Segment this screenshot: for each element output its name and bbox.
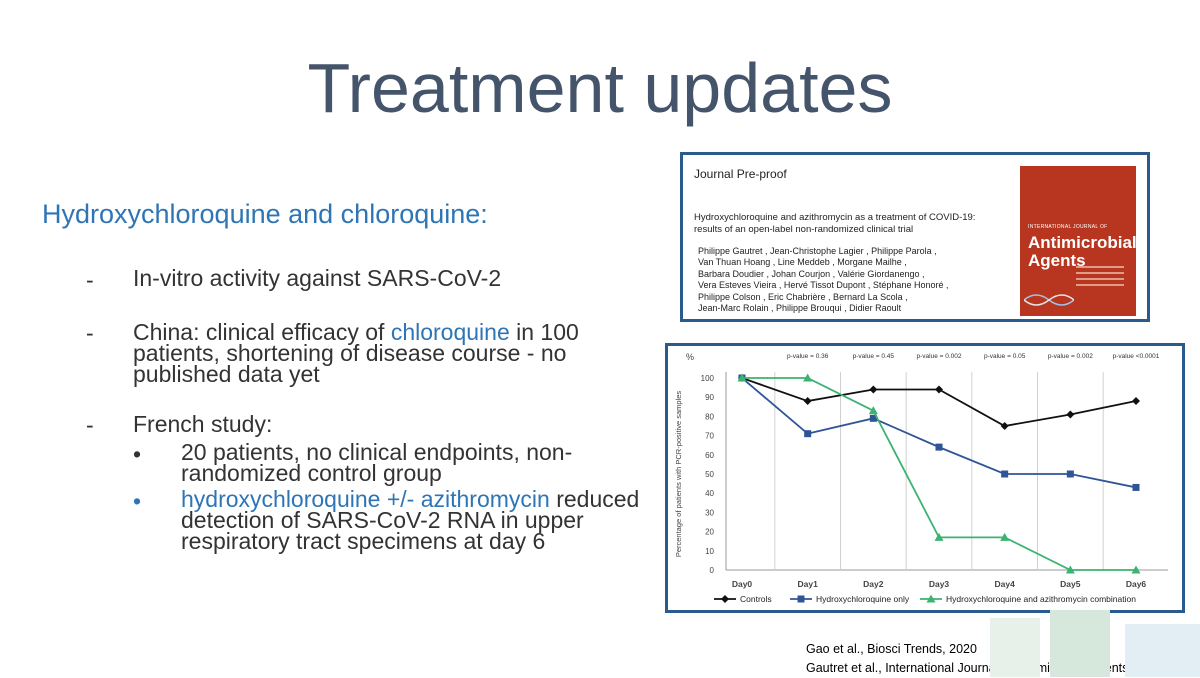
y-tick-label: 50 [705,470,714,479]
data-point-2 [803,373,813,382]
author-line: Barbara Doudier , Johan Courjon , Valéri… [698,268,925,279]
series-line-2 [742,377,1136,571]
bullet-dash: - [86,412,94,438]
data-point-0 [935,385,943,394]
author-line: Jean-Marc Rolain , Philippe Brouqui , Di… [698,303,902,314]
x-tick-label: Day5 [1060,579,1081,589]
journal-label: Journal Pre-proof [694,167,787,181]
data-point-1 [1066,470,1074,478]
y-tick-label: 80 [705,412,714,421]
sub-bullet-hcq-line2: detection of SARS-CoV-2 RNA in upper [181,507,584,533]
data-point-2 [1000,532,1010,541]
data-point-2 [1065,565,1075,574]
y-tick-label: 60 [705,451,714,460]
sub-bullet-hcq-line1: hydroxychloroquine +/- azithromycin redu… [181,486,640,512]
journal-preproof-card: Journal Pre-proof Hydroxychloroquine and… [680,152,1150,322]
bullet-dash: - [86,320,94,346]
data-point-0 [1066,410,1075,419]
y-tick-label: 100 [701,374,715,383]
pcr-chart-card: % 0 10 20 30 40 50 60 70 80 90 100 Percentage of pat… [665,343,1185,613]
slide-title: Treatment updates [307,49,893,127]
data-point-0 [1132,397,1140,406]
highlight-hcq-azithromycin: hydroxychloroquine +/- azithromycin [181,486,550,512]
journal-cover-image: INTERNATIONAL JOURNAL OF Antimicrobial A… [1020,166,1136,316]
legend-marker [721,595,729,603]
y-tick-label: 40 [705,489,714,498]
x-tick-label: Day1 [798,579,819,589]
bullet-china-line2: patients, shortening of disease course -… [133,340,567,366]
x-tick-label: Day0 [732,579,753,589]
slide-subtitle: Hydroxychloroquine and chloroquine: [42,199,488,229]
legend-label: Controls [740,594,772,604]
p-value-label: p-value = 0.002 [917,353,962,360]
data-point-1 [869,414,877,422]
data-point-1 [935,443,943,451]
x-tick-label: Day3 [929,579,950,589]
data-point-1 [1001,470,1009,478]
pcr-line-chart: % 0 10 20 30 40 50 60 70 80 90 100 Percentage of pat… [674,352,1168,604]
bullet-dash: - [86,267,94,293]
data-point-1 [1132,483,1140,491]
author-line: Philippe Gautret , Jean-Christophe Lagie… [698,246,937,256]
series-line-0 [741,377,1137,427]
y-tick-label: 70 [705,432,714,441]
data-point-2 [934,532,944,541]
data-point-0 [803,397,812,406]
sub-bullet-dot: • [133,441,142,467]
highlight-chloroquine: chloroquine [390,319,510,345]
bullet-china-line3: published data yet [133,361,320,387]
sub-bullet-hcq-line3: respiratory tract specimens at day 6 [181,528,546,554]
corner-decoration-icon [990,610,1200,677]
x-tick-label: Day2 [863,579,884,589]
y-unit-label: % [686,352,694,362]
article-title: Hydroxychloroquine and azithromycin as a… [694,212,976,235]
bullet-french-study: French study: [133,411,273,437]
series-line-1 [741,377,1137,489]
y-axis-label: Percentage of patients with PCR-positive… [674,391,683,558]
y-tick-label: 10 [705,547,714,556]
y-tick-label: 90 [705,393,714,402]
x-tick-label: Day6 [1126,579,1147,589]
p-value-label: p-value = 0.002 [1048,353,1093,360]
data-point-2 [737,373,747,382]
article-authors: Philippe Gautret , Jean-Christophe Lagie… [698,246,1008,314]
y-tick-label: 30 [705,508,714,517]
sub-bullet-dot: • [133,488,142,514]
p-value-label: p-value = 0.36 [787,353,829,360]
author-line: Van Thuan Hoang , Line Meddeb , Morgane … [698,257,907,268]
bullet-china-line1: China: clinical efficacy of chloroquine … [133,319,579,345]
legend-label: Hydroxychloroquine and azithromycin comb… [946,594,1136,604]
reference-gao: Gao et al., Biosci Trends, 2020 [806,642,977,656]
sub-bullet-patients-line2: randomized control group [181,460,442,486]
y-tick-label: 20 [705,528,714,537]
legend-label: Hydroxychloroquine only [816,594,910,604]
data-point-2 [868,406,878,415]
author-line: Philippe Colson , Eric Chabrière , Berna… [698,291,908,302]
bullet-in-vitro: In-vitro activity against SARS-CoV-2 [133,265,502,291]
p-value-label: p-value <0.0001 [1113,353,1160,360]
sub-bullet-patients-line1: 20 patients, no clinical endpoints, non- [181,439,573,465]
x-tick-label: Day4 [995,579,1016,589]
y-tick-label: 0 [710,566,715,575]
data-point-1 [804,430,812,438]
dna-graphic-icon [1024,294,1074,306]
p-value-label: p-value = 0.05 [984,353,1026,360]
data-point-2 [1131,565,1141,574]
data-point-0 [1000,422,1009,430]
data-point-0 [869,385,878,394]
author-line: Vera Esteves Vieira , Hervé Tissot Dupon… [698,280,949,291]
legend-marker [926,594,936,603]
p-value-label: p-value = 0.45 [853,353,895,360]
legend-marker [797,595,805,603]
